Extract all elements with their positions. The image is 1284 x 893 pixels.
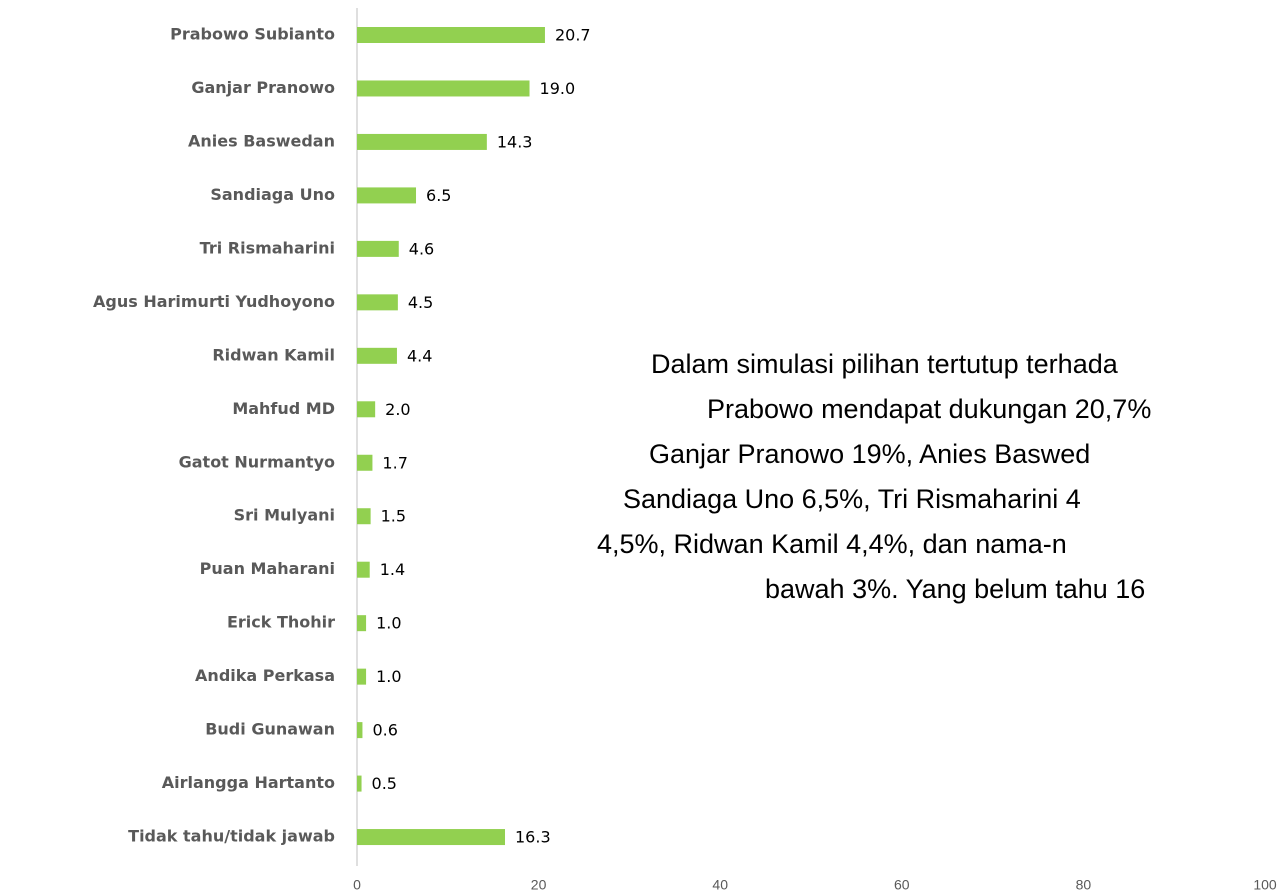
- y-tick-label: Mahfud MD: [232, 399, 335, 418]
- x-tick-label: 100: [1253, 877, 1277, 893]
- annotation-line: Ganjar Pranowo 19%, Anies Baswed: [649, 439, 1090, 469]
- x-tick-label: 20: [531, 877, 547, 893]
- annotation-line: 4,5%, Ridwan Kamil 4,4%, dan nama-n: [597, 529, 1067, 559]
- x-tick-label: 0: [353, 877, 361, 893]
- bar: [357, 401, 376, 418]
- y-tick-label: Tidak tahu/tidak jawab: [128, 827, 335, 846]
- annotation-line: Sandiaga Uno 6,5%, Tri Rismaharini 4: [623, 484, 1081, 514]
- bar: [357, 508, 371, 525]
- y-tick-label: Agus Harimurti Yudhoyono: [93, 292, 335, 311]
- x-tick-label: 60: [894, 877, 910, 893]
- value-label: 1.4: [380, 560, 405, 579]
- bar: [357, 668, 367, 685]
- bar: [357, 240, 399, 257]
- value-label: 4.5: [408, 293, 433, 312]
- value-label: 0.6: [372, 721, 397, 740]
- bar: [357, 187, 417, 204]
- bar: [357, 615, 367, 632]
- value-label: 1.5: [381, 507, 406, 526]
- bar: [357, 347, 397, 364]
- x-tick-label: 40: [712, 877, 728, 893]
- y-tick-label: Erick Thohir: [227, 613, 335, 632]
- value-label: 1.0: [376, 614, 401, 633]
- value-label: 6.5: [426, 186, 451, 205]
- value-label: 14.3: [497, 132, 533, 151]
- annotation-line: Prabowo mendapat dukungan 20,7%: [707, 394, 1151, 424]
- y-tick-label: Sri Mulyani: [234, 506, 335, 525]
- y-tick-label: Ridwan Kamil: [212, 345, 335, 364]
- y-tick-label: Sandiaga Uno: [210, 185, 335, 204]
- annotation-line: bawah 3%. Yang belum tahu 16: [765, 574, 1145, 604]
- y-tick-label: Prabowo Subianto: [170, 25, 335, 44]
- bar: [357, 722, 363, 739]
- y-tick-label: Puan Maharani: [200, 559, 335, 578]
- value-label: 4.4: [407, 346, 432, 365]
- y-tick-label: Ganjar Pranowo: [191, 78, 335, 97]
- bar: [357, 80, 530, 97]
- value-label: 4.6: [409, 239, 434, 258]
- x-tick-label: 80: [1076, 877, 1092, 893]
- value-label: 19.0: [540, 79, 576, 98]
- value-label: 20.7: [555, 26, 591, 45]
- y-tick-label: Anies Baswedan: [188, 131, 335, 150]
- y-tick-label: Tri Rismaharini: [200, 238, 335, 257]
- bar: [357, 829, 506, 846]
- y-tick-label: Andika Perkasa: [195, 666, 335, 685]
- y-tick-label: Airlangga Hartanto: [162, 773, 335, 792]
- value-label: 1.0: [376, 667, 401, 686]
- bar: [357, 294, 398, 311]
- value-label: 16.3: [515, 828, 551, 847]
- annotation-line: Dalam simulasi pilihan tertutup terhada: [651, 349, 1119, 379]
- bar: [357, 27, 545, 43]
- bar: [357, 561, 370, 578]
- bar: [357, 454, 373, 471]
- y-tick-label: Budi Gunawan: [205, 720, 335, 739]
- bar: [357, 133, 487, 150]
- value-label: 2.0: [385, 400, 410, 419]
- bar: [357, 775, 362, 792]
- value-label: 0.5: [372, 774, 397, 793]
- y-tick-label: Gatot Nurmantyo: [179, 452, 335, 471]
- value-label: 1.7: [382, 453, 407, 472]
